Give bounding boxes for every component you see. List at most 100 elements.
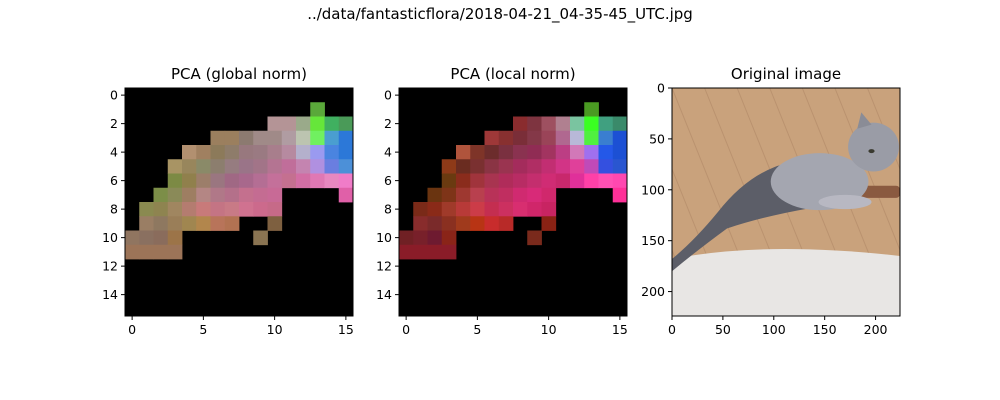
heatmap-cell — [527, 230, 542, 246]
heatmap-cell — [281, 159, 297, 174]
pca-global-ytick-label: 8 — [110, 202, 118, 217]
heatmap-cell — [253, 173, 268, 189]
heatmap-cell — [267, 187, 283, 203]
heatmap-cell — [584, 145, 599, 160]
heatmap-cell — [167, 173, 183, 189]
heatmap-cell — [427, 244, 443, 260]
heatmap-cell — [441, 202, 457, 217]
heatmap-cell — [598, 116, 614, 132]
pca-global-ytick-label: 10 — [102, 230, 118, 245]
heatmap-cell — [541, 173, 557, 189]
panel-title-global: PCA (global norm) — [171, 65, 307, 83]
heatmap-cell — [598, 145, 614, 160]
panel-title-local: PCA (local norm) — [450, 65, 576, 83]
pca-global-cells — [125, 102, 354, 260]
heatmap-cell — [239, 145, 254, 160]
heatmap-cell — [513, 145, 528, 160]
heatmap-cell — [527, 116, 542, 132]
heatmap-cell — [267, 202, 283, 217]
heatmap-cell — [541, 187, 557, 203]
heatmap-cell — [470, 159, 485, 174]
heatmap-cell — [310, 102, 325, 117]
heatmap-cell — [281, 116, 297, 132]
heatmap-cell — [139, 244, 154, 260]
heatmap-cell — [310, 173, 325, 189]
heatmap-cell — [541, 145, 557, 160]
heatmap-cell — [513, 187, 528, 203]
heatmap-cell — [267, 130, 283, 146]
heatmap-cell — [470, 202, 485, 217]
heatmap-cell — [296, 159, 311, 174]
pca-local-ytick-label: 12 — [376, 259, 392, 274]
pca-local-xtick-label: 10 — [541, 322, 557, 337]
heatmap-cell — [541, 159, 557, 174]
heatmap-cell — [555, 145, 571, 160]
heatmap-cell — [399, 230, 414, 246]
original-image-ytick-label: 100 — [641, 182, 665, 197]
heatmap-cell — [513, 202, 528, 217]
heatmap-cell — [484, 173, 500, 189]
pca-global-frame — [124, 87, 354, 317]
pca-global-ytick-label: 4 — [110, 145, 118, 160]
heatmap-cell — [484, 159, 500, 174]
heatmap-cell — [441, 159, 457, 174]
heatmap-cell — [224, 145, 240, 160]
heatmap-cell — [139, 216, 154, 231]
heatmap-cell — [338, 130, 354, 146]
heatmap-cell — [441, 216, 457, 231]
heatmap-cell — [267, 159, 283, 174]
heatmap-cell — [570, 116, 585, 132]
original-image-ytick-label: 200 — [641, 284, 665, 299]
heatmap-cell — [612, 145, 628, 160]
heatmap-cell — [498, 173, 514, 189]
heatmap-cell — [441, 173, 457, 189]
heatmap-cell — [612, 130, 628, 146]
heatmap-cell — [598, 159, 614, 174]
original-image-xtick-label: 50 — [715, 322, 731, 337]
heatmap-cell — [210, 145, 226, 160]
heatmap-cell — [513, 173, 528, 189]
heatmap-cell — [541, 202, 557, 217]
heatmap-cell — [338, 159, 354, 174]
heatmap-cell — [153, 216, 169, 231]
heatmap-cell — [555, 116, 571, 132]
heatmap-cell — [182, 145, 197, 160]
heatmap-cell — [338, 187, 354, 203]
heatmap-cell — [338, 116, 354, 132]
heatmap-cell — [513, 130, 528, 146]
heatmap-cell — [612, 173, 628, 189]
heatmap-cell — [267, 173, 283, 189]
heatmap-cell — [224, 159, 240, 174]
heatmap-cell — [253, 130, 268, 146]
original-image-ytick-label: 150 — [641, 233, 665, 248]
heatmap-cell — [498, 145, 514, 160]
heatmap-cell — [555, 130, 571, 146]
heatmap-cell — [253, 202, 268, 217]
pca-local-cells — [399, 102, 628, 260]
heatmap-cell — [182, 159, 197, 174]
heatmap-cell — [210, 187, 226, 203]
pca-local-ytick-label: 4 — [384, 145, 392, 160]
heatmap-cell — [470, 216, 485, 231]
heatmap-cell — [456, 173, 471, 189]
heatmap-cell — [598, 173, 614, 189]
heatmap-cell — [281, 173, 297, 189]
original-image-xtick-label: 200 — [864, 322, 888, 337]
heatmap-cell — [224, 130, 240, 146]
heatmap-cell — [224, 173, 240, 189]
original-image-ytick-label: 0 — [657, 81, 665, 96]
heatmap-cell — [167, 244, 183, 260]
heatmap-cell — [153, 230, 169, 246]
heatmap-cell — [239, 187, 254, 203]
original-image-xtick-label: 100 — [762, 322, 786, 337]
heatmap-cell — [153, 244, 169, 260]
heatmap-cell — [456, 159, 471, 174]
heatmap-cell — [296, 116, 311, 132]
heatmap-cell — [498, 130, 514, 146]
heatmap-cell — [196, 173, 211, 189]
pca-local-frame — [398, 87, 628, 317]
heatmap-cell — [239, 159, 254, 174]
heatmap-cell — [153, 202, 169, 217]
heatmap-cell — [513, 159, 528, 174]
heatmap-cell — [239, 202, 254, 217]
